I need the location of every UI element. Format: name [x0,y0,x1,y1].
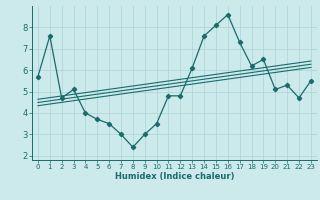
X-axis label: Humidex (Indice chaleur): Humidex (Indice chaleur) [115,172,234,181]
